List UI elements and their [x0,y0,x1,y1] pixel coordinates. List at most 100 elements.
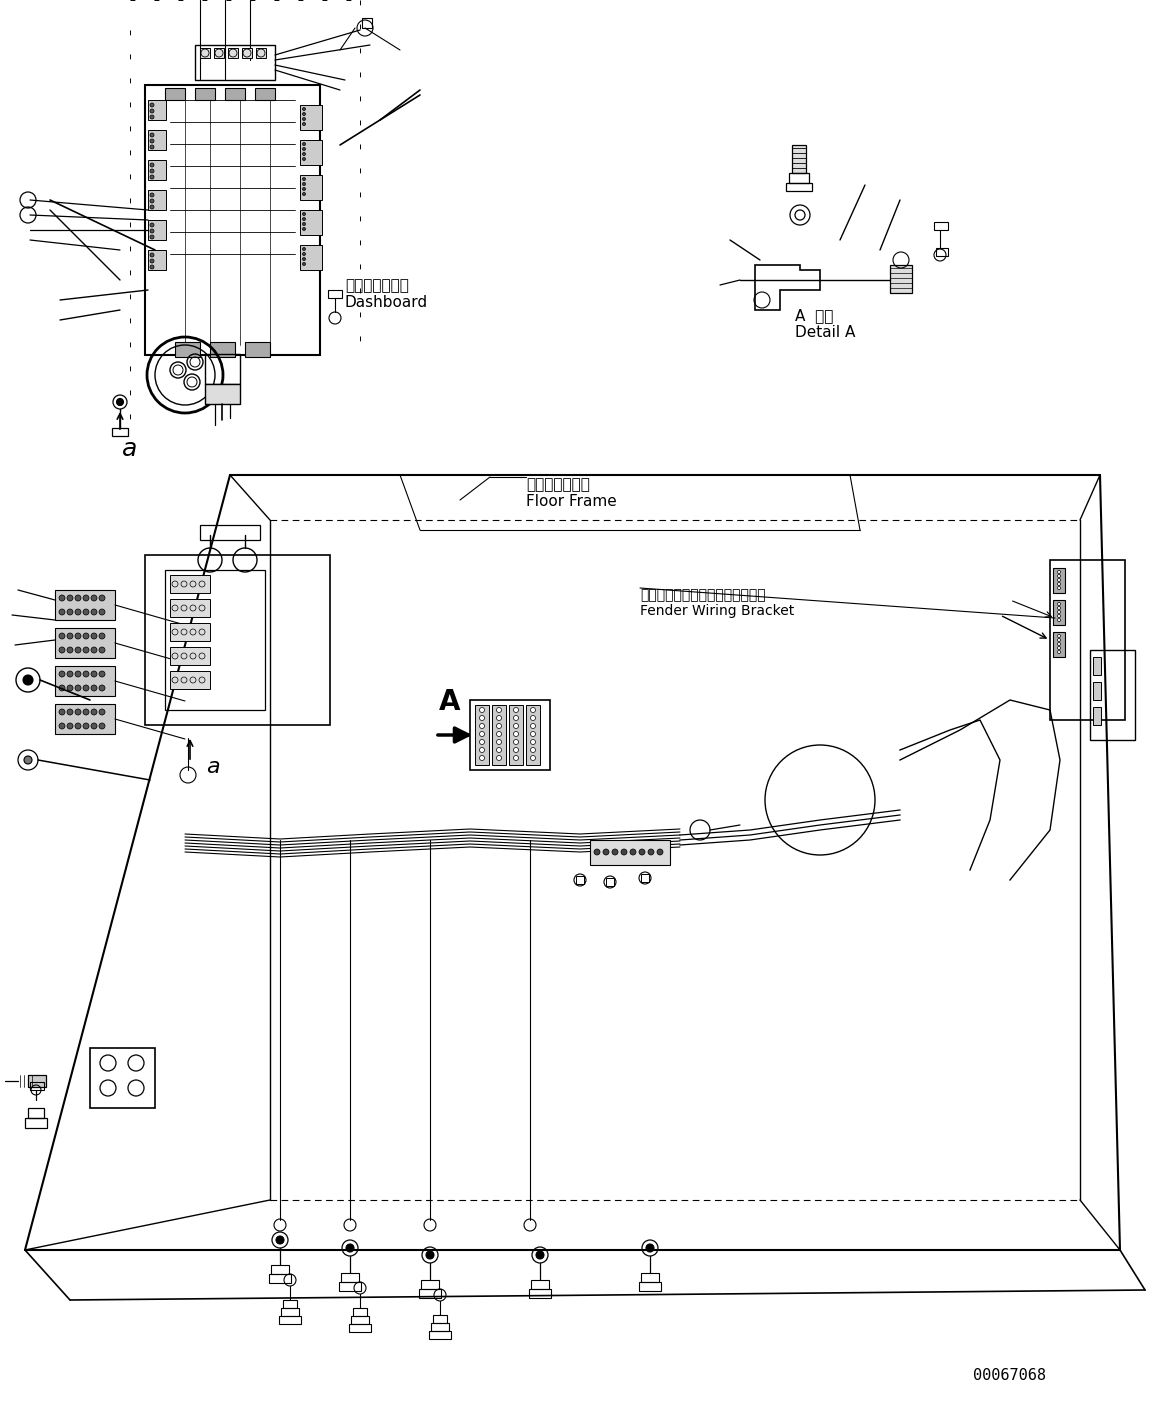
Text: フェンダワイヤリングブラケット: フェンダワイヤリングブラケット [640,587,765,601]
Bar [509,705,523,765]
Circle shape [514,732,519,736]
Circle shape [514,747,519,753]
Circle shape [74,686,81,691]
Circle shape [150,252,154,257]
Circle shape [91,723,97,729]
Bar [1053,600,1065,625]
Bar [590,840,670,865]
Circle shape [302,213,306,216]
Text: A: A [440,688,461,716]
Circle shape [514,715,519,721]
Circle shape [497,732,501,736]
Circle shape [1057,610,1061,614]
Circle shape [1057,571,1061,573]
Circle shape [1057,603,1061,606]
Circle shape [645,1244,654,1252]
Bar [55,666,115,695]
Bar [641,873,649,882]
Circle shape [514,756,519,760]
Circle shape [91,672,97,677]
Text: Fender Wiring Bracket: Fender Wiring Bracket [640,604,794,618]
Bar [148,220,166,240]
Circle shape [150,163,154,167]
Bar [419,1288,441,1298]
Bar [165,571,265,709]
Circle shape [59,686,65,691]
Bar [1093,707,1101,725]
Bar [1053,632,1065,658]
Bar [279,1316,301,1323]
Bar [148,250,166,271]
Bar [170,622,211,641]
Circle shape [150,102,154,107]
Bar [1093,681,1101,700]
Circle shape [479,723,485,729]
Bar [174,342,200,358]
Bar [28,1108,44,1117]
Circle shape [1057,646,1061,649]
Bar [934,222,948,230]
Bar [55,704,115,735]
Circle shape [497,715,501,721]
Circle shape [530,747,535,753]
Circle shape [479,715,485,721]
Text: a: a [122,437,137,461]
Circle shape [1057,575,1061,578]
Circle shape [648,850,654,855]
Circle shape [594,850,600,855]
Circle shape [638,850,645,855]
Bar [228,48,238,57]
Circle shape [74,646,81,653]
Circle shape [1057,642,1061,645]
Bar [195,88,215,100]
Circle shape [150,175,154,179]
Bar [936,248,948,257]
Circle shape [302,153,306,156]
Circle shape [497,723,501,729]
Circle shape [99,646,105,653]
Circle shape [83,709,90,715]
Circle shape [74,608,81,615]
Circle shape [1057,607,1061,610]
Circle shape [24,756,33,764]
Circle shape [116,398,123,405]
Bar [786,184,812,191]
Circle shape [630,850,636,855]
Circle shape [530,715,535,721]
Bar [351,1316,369,1323]
Circle shape [150,193,154,198]
Circle shape [1057,579,1061,582]
Circle shape [479,747,485,753]
Circle shape [302,143,306,146]
Circle shape [1057,586,1061,589]
Circle shape [302,118,306,121]
Circle shape [497,739,501,744]
Circle shape [479,708,485,712]
Bar [349,1323,371,1332]
Bar [214,48,224,57]
Bar [269,1274,291,1283]
Bar [354,1308,368,1316]
Bar [245,342,270,358]
Circle shape [497,756,501,760]
Bar [526,705,540,765]
Circle shape [150,229,154,233]
Bar [576,876,584,885]
Circle shape [530,723,535,729]
Text: フロアフレーム: フロアフレーム [526,477,590,492]
Bar [1050,559,1125,721]
Circle shape [514,708,519,712]
Circle shape [302,182,306,185]
Circle shape [74,723,81,729]
Bar [792,144,806,172]
Circle shape [530,708,535,712]
Bar [200,48,211,57]
Circle shape [621,850,627,855]
Bar [170,575,211,593]
Bar [90,1049,155,1108]
Circle shape [302,223,306,226]
Circle shape [302,262,306,265]
Circle shape [99,709,105,715]
Circle shape [59,594,65,601]
Bar [28,1075,47,1087]
